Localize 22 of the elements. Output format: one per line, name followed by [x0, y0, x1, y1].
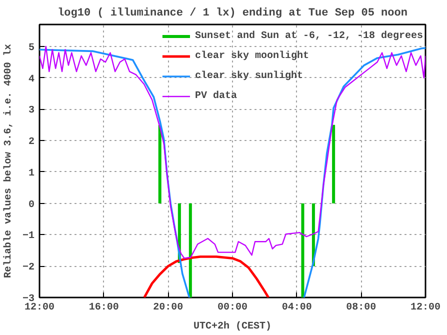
- x-axis-title: UTC+2h (CEST): [193, 320, 272, 332]
- chart-title: log10 ( illuminance / 1 lx) ending at Tue Sep 05 noon: [58, 8, 408, 20]
- y-tick-label: 3: [28, 106, 35, 117]
- x-tick-label: 04:00: [282, 302, 312, 314]
- y-tick-label: 4: [28, 74, 35, 86]
- x-tick-label: 00:00: [218, 302, 248, 314]
- y-tick-label: 1: [28, 168, 35, 180]
- y-tick-label: −1: [22, 231, 35, 242]
- legend-label: clear sky moonlight: [194, 50, 309, 62]
- y-tick-label: −2: [22, 262, 35, 274]
- x-tick-label: 20:00: [153, 302, 184, 314]
- legend-label: Sunset and Sun at -6, -12, -18 degrees: [194, 30, 423, 42]
- x-tick-label: 12:00: [410, 302, 441, 314]
- y-tick-label: 0: [28, 200, 35, 211]
- legend-label: PV data: [194, 90, 237, 102]
- y-tick-label: 2: [28, 137, 35, 148]
- y-tick-label: 5: [28, 42, 35, 54]
- legend-label: clear sky sunlight: [194, 70, 303, 82]
- x-tick-label: 12:00: [24, 302, 55, 314]
- x-tick-label: 16:00: [88, 302, 119, 314]
- y-axis-title: Reliable values below 3.6, i.e. 4000 lx: [2, 44, 14, 278]
- x-tick-label: 08:00: [346, 302, 376, 314]
